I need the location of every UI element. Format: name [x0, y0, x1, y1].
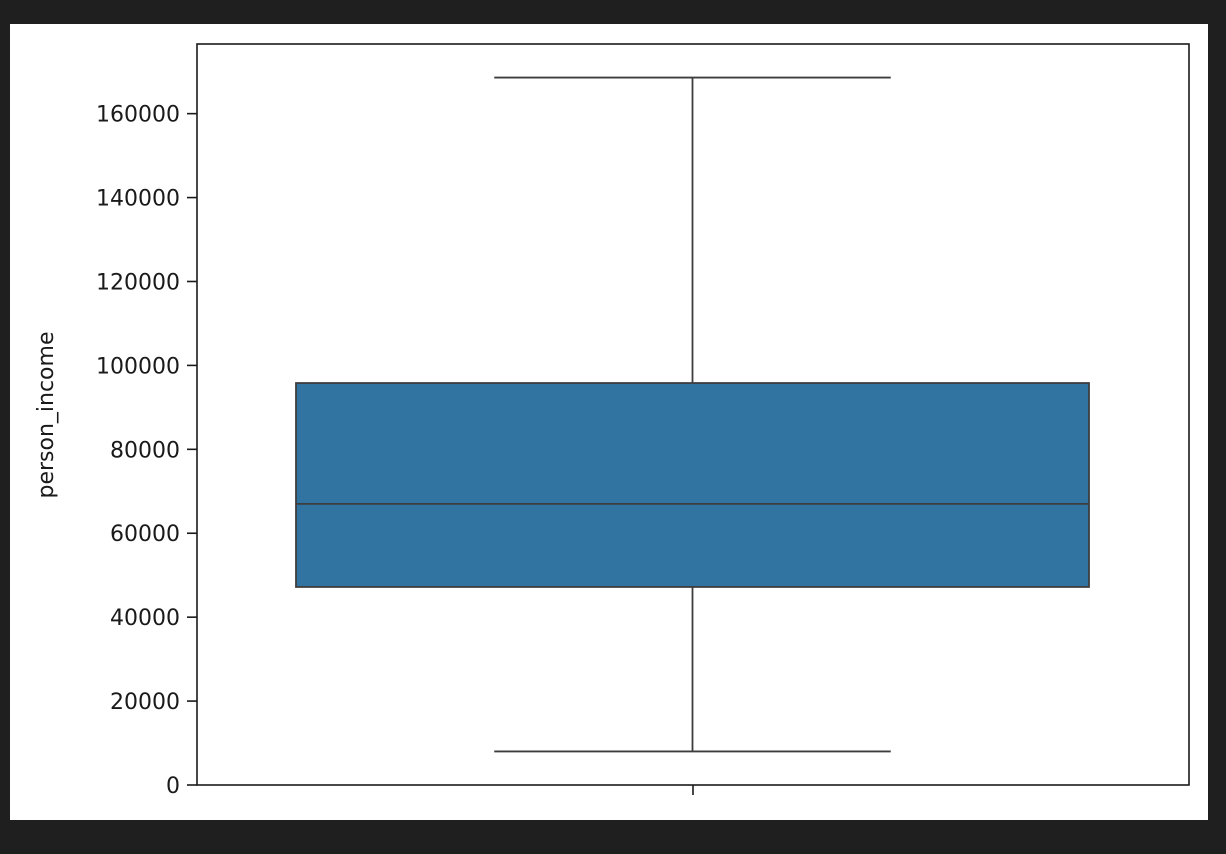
y-axis-ticks: 0 20000 40000 60000 80000 100000 120000 140000 1…	[96, 103, 197, 799]
y-tick-label: 120000	[96, 270, 180, 295]
y-tick-label: 20000	[110, 690, 180, 715]
figure: 0 20000 40000 60000 80000 100000 120000 140000 1…	[10, 24, 1208, 820]
y-tick-label: 40000	[110, 606, 180, 631]
box-plot-chart: 0 20000 40000 60000 80000 100000 120000 140000 1…	[34, 43, 1190, 799]
y-tick-label: 100000	[96, 354, 180, 379]
y-tick-label: 0	[166, 774, 180, 799]
y-tick-label: 140000	[96, 187, 180, 212]
y-tick-label: 60000	[110, 522, 180, 547]
y-tick-label: 80000	[110, 438, 180, 463]
box-layer	[295, 76, 1090, 753]
y-axis-label: person_income	[34, 332, 59, 499]
y-tick-label: 160000	[96, 103, 180, 128]
interquartile-box	[295, 382, 1090, 588]
